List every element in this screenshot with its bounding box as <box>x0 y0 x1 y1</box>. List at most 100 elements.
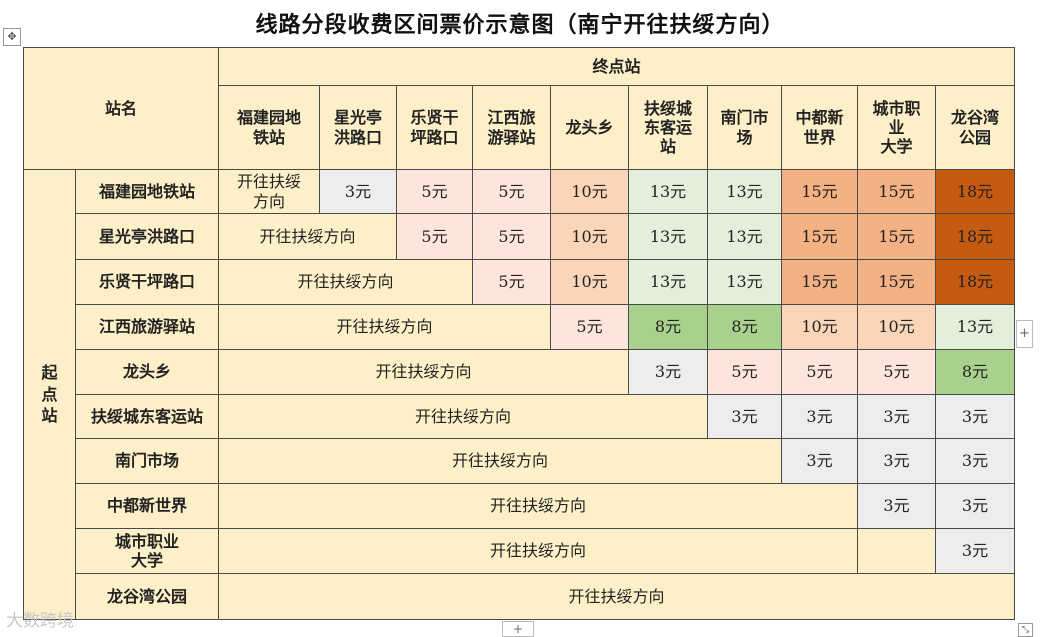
fare-cell: 15元 <box>857 213 936 260</box>
table-row: 龙头乡 开往扶绥方向 3元 5元 5元 5元 8元 <box>24 349 1015 395</box>
fare-cell: 5元 <box>396 213 473 260</box>
table-row: 乐贤干坪路口 开往扶绥方向 5元 10元 13元 13元 15元 15元 18元 <box>24 259 1015 305</box>
fare-cell: 3元 <box>935 394 1015 439</box>
origin-header-label: 起点站 <box>41 363 58 426</box>
table-resize-handle-icon[interactable]: ⤡ <box>1018 623 1033 637</box>
add-column-button[interactable]: + <box>1016 320 1033 348</box>
fare-cell: 3元 <box>935 483 1015 529</box>
fare-cell: 15元 <box>781 169 858 214</box>
fare-cell: 3元 <box>319 169 397 214</box>
destination-column-header: 南门市场 <box>707 85 782 170</box>
destination-column-header: 扶绥城 东客运站 <box>628 85 708 170</box>
label-line: 江西旅 <box>487 108 536 128</box>
watermark-logo: 大数跨境 <box>6 611 74 631</box>
origin-station-label: 福建园地铁站 <box>75 169 219 214</box>
label-line: 福建园地铁站 <box>98 181 195 201</box>
fare-cell: 3元 <box>857 394 936 439</box>
destination-column-header: 乐贤干 坪路口 <box>396 85 473 170</box>
direction-cell: 开往扶绥方向 <box>218 394 708 439</box>
fare-cell: 3元 <box>628 349 708 395</box>
fare-cell: 3元 <box>707 394 782 439</box>
fare-cell: 13元 <box>628 259 708 305</box>
fare-cell: 3元 <box>857 438 936 484</box>
destination-column-header: 中都新 世界 <box>781 85 858 170</box>
label-line: 南门市 <box>720 108 769 128</box>
table-row: 星光亭洪路口 开往扶绥方向 5元 5元 10元 13元 13元 15元 15元 18元 <box>24 213 1015 260</box>
destination-column-header: 福建园地 铁站 <box>218 85 320 170</box>
origin-station-label: 龙谷湾公园 <box>75 573 219 620</box>
destination-column-header: 星光亭 洪路口 <box>319 85 397 170</box>
table-row: 扶绥城东客运站 开往扶绥方向 3元 3元 3元 3元 <box>24 394 1015 439</box>
table-row: 城市职业 大学 开往扶绥方向 3元 <box>24 528 1015 574</box>
fare-cell: 5元 <box>857 349 936 395</box>
page-title: 线路分段收费区间票价示意图（南宁开往扶绥方向） <box>255 12 785 38</box>
label-line: 乐贤干 <box>410 108 459 128</box>
fare-table: 站名 终点站 福建园地 铁站 星光亭 洪路口 乐贤干 坪路口 江西旅 游驿站 龙头乡 扶绥城 东客运… <box>23 47 1015 620</box>
direction-cell: 开往扶绥方向 <box>218 483 858 529</box>
fare-cell: 3元 <box>935 438 1015 484</box>
table-move-handle-icon[interactable]: ✥ <box>3 28 21 46</box>
label-line: 江西旅游驿站 <box>98 317 195 337</box>
fare-cell: 10元 <box>550 259 629 305</box>
fare-cell: 5元 <box>472 169 551 214</box>
origin-station-label: 城市职业 大学 <box>75 528 219 574</box>
fare-cell: 13元 <box>707 213 782 260</box>
fare-cell: 3元 <box>857 483 936 529</box>
label-line: 东客运 <box>643 117 692 137</box>
label-line: 南门市场 <box>114 451 179 471</box>
direction-cell: 开往扶绥方向 <box>218 169 320 214</box>
label-line: 城市职业 <box>114 531 179 551</box>
origin-header: 起点站 <box>23 169 76 620</box>
add-row-button[interactable]: + <box>502 621 534 637</box>
fare-cell: 8元 <box>628 304 708 350</box>
label-line: 扶绥城东客运站 <box>90 406 203 426</box>
label-line: 星光亭 <box>333 108 382 128</box>
blank-cell <box>857 528 936 574</box>
label-line: 龙头乡 <box>565 117 614 137</box>
direction-cell: 开往扶绥方向 <box>218 349 629 395</box>
fare-cell: 15元 <box>781 213 858 260</box>
destination-column-header: 城市职业大学 <box>857 85 936 170</box>
label-line: 中都新世界 <box>106 496 187 516</box>
label-line: 福建园地 <box>236 108 301 128</box>
fare-cell: 5元 <box>550 304 629 350</box>
direction-cell: 开往扶绥方向 <box>218 259 473 305</box>
fare-cell: 10元 <box>781 304 858 350</box>
destination-header: 终点站 <box>218 47 1015 86</box>
fare-cell: 10元 <box>857 304 936 350</box>
fare-cell: 13元 <box>628 213 708 260</box>
label-line: 乐贤干坪路口 <box>98 272 195 292</box>
origin-station-label: 星光亭洪路口 <box>75 213 219 260</box>
fare-cell: 5元 <box>396 169 473 214</box>
fare-cell: 18元 <box>935 169 1015 214</box>
fare-cell: 13元 <box>707 259 782 305</box>
label-line: 扶绥城 <box>643 98 692 118</box>
direction-cell: 开往扶绥方向 <box>218 573 1015 620</box>
fare-cell: 15元 <box>857 259 936 305</box>
origin-station-label: 中都新世界 <box>75 483 219 529</box>
fare-cell: 15元 <box>857 169 936 214</box>
table-row: 中都新世界 开往扶绥方向 3元 3元 <box>24 483 1015 529</box>
destination-column-header: 龙谷湾 公园 <box>935 85 1015 170</box>
label-line: 游驿站 <box>487 127 536 147</box>
label-line: 公园 <box>958 127 991 147</box>
label-line: 城市职 <box>872 98 921 118</box>
fare-cell: 18元 <box>935 213 1015 260</box>
label-line: 场 <box>736 127 753 147</box>
fare-cell: 8元 <box>935 349 1015 395</box>
label-line: 龙头乡 <box>122 362 171 382</box>
fare-cell: 5元 <box>781 349 858 395</box>
fare-cell: 5元 <box>472 259 551 305</box>
fare-cell: 5元 <box>472 213 551 260</box>
label-line: 铁站 <box>252 127 285 147</box>
table-row: 南门市场 开往扶绥方向 3元 3元 3元 <box>24 438 1015 484</box>
fare-cell: 15元 <box>781 259 858 305</box>
label-line: 洪路口 <box>333 127 382 147</box>
label-line: 大学 <box>130 551 163 570</box>
label-line: 大学 <box>880 137 913 157</box>
label-line: 方向 <box>252 191 285 211</box>
label-line: 站 <box>659 137 676 157</box>
fare-cell: 5元 <box>707 349 782 395</box>
origin-station-label: 南门市场 <box>75 438 219 484</box>
direction-cell: 开往扶绥方向 <box>218 528 858 574</box>
